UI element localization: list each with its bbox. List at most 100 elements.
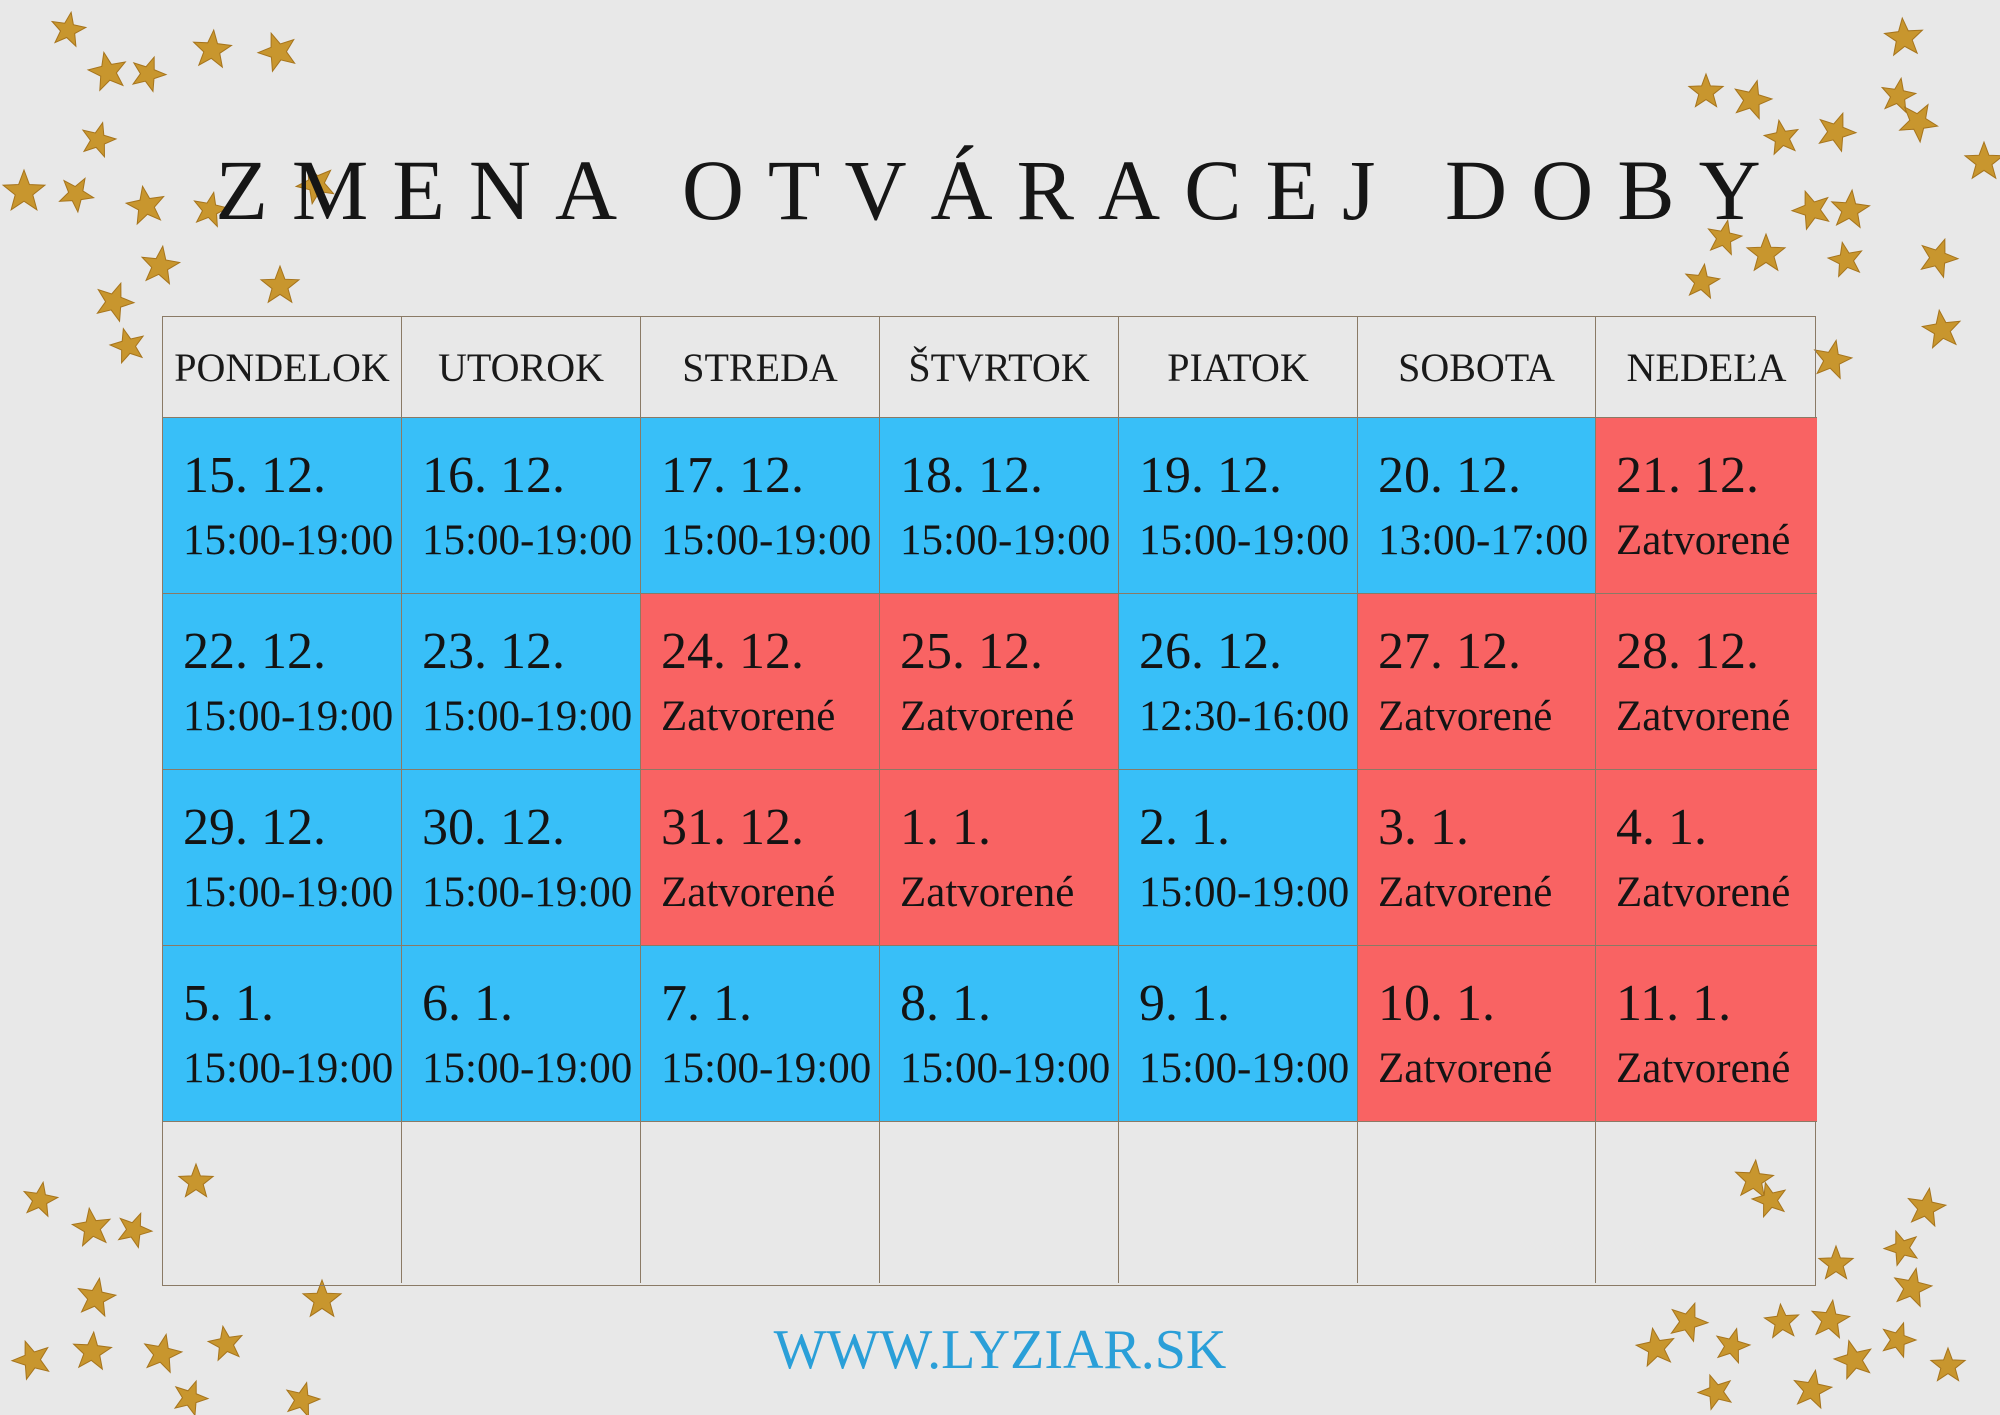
cell-date: 19. 12. bbox=[1139, 447, 1282, 504]
gold-star-icon bbox=[259, 264, 301, 304]
day-cell-open: 9. 1. 15:00-19:00 bbox=[1119, 946, 1358, 1122]
cell-date: 27. 12. bbox=[1378, 623, 1521, 680]
cell-opening-hours: 15:00-19:00 bbox=[422, 1045, 633, 1092]
page-title: ZMENA OTVÁRACEJ DOBY bbox=[215, 142, 1785, 238]
gold-star-icon bbox=[1818, 111, 1858, 153]
day-cell-closed: 21. 12. Zatvorené bbox=[1596, 418, 1817, 594]
day-cell-open: 16. 12. 15:00-19:00 bbox=[402, 418, 641, 594]
cell-date: 25. 12. bbox=[900, 623, 1043, 680]
cell-date: 15. 12. bbox=[183, 447, 326, 504]
day-cell-open: 8. 1. 15:00-19:00 bbox=[880, 946, 1119, 1122]
gold-star-icon bbox=[1707, 218, 1744, 256]
gold-star-icon bbox=[1793, 1368, 1834, 1410]
gold-star-icon bbox=[108, 327, 145, 365]
cell-closed-label: Zatvorené bbox=[900, 693, 1075, 740]
day-cell-closed: 4. 1. Zatvorené bbox=[1596, 770, 1817, 946]
cell-date: 18. 12. bbox=[900, 447, 1043, 504]
cell-date: 4. 1. bbox=[1616, 799, 1707, 856]
day-cell-open: 30. 12. 15:00-19:00 bbox=[402, 770, 641, 946]
day-cell-closed: 24. 12. Zatvorené bbox=[641, 594, 880, 770]
gold-star-icon bbox=[50, 10, 88, 48]
gold-star-icon bbox=[1790, 189, 1830, 231]
cell-date: 7. 1. bbox=[661, 975, 752, 1032]
gold-star-icon bbox=[1634, 1326, 1675, 1368]
cell-opening-hours: 13:00-17:00 bbox=[1378, 517, 1589, 564]
cell-closed-label: Zatvorené bbox=[661, 693, 836, 740]
cell-date: 3. 1. bbox=[1378, 799, 1469, 856]
cell-opening-hours: 15:00-19:00 bbox=[661, 1045, 872, 1092]
gold-star-icon bbox=[1898, 103, 1939, 144]
gold-star-icon bbox=[1882, 1321, 1918, 1359]
gold-star-icon bbox=[1883, 16, 1924, 57]
day-cell-open: 26. 12. 12:30-16:00 bbox=[1119, 594, 1358, 770]
gold-star-icon bbox=[1734, 79, 1774, 121]
cell-date: 8. 1. bbox=[900, 975, 991, 1032]
day-cell-closed: 3. 1. Zatvorené bbox=[1358, 770, 1596, 946]
gold-star-icon bbox=[10, 1339, 50, 1381]
day-cell-open: 6. 1. 15:00-19:00 bbox=[402, 946, 641, 1122]
cell-opening-hours: 15:00-19:00 bbox=[183, 517, 394, 564]
gold-star-icon bbox=[177, 1162, 215, 1198]
day-cell-closed: 28. 12. Zatvorené bbox=[1596, 594, 1817, 770]
cell-opening-hours: 15:00-19:00 bbox=[183, 1045, 394, 1092]
cell-opening-hours: 15:00-19:00 bbox=[1139, 1045, 1350, 1092]
cell-date: 16. 12. bbox=[422, 447, 565, 504]
gold-star-icon bbox=[1920, 308, 1962, 349]
cell-date: 5. 1. bbox=[183, 975, 274, 1032]
gold-star-icon bbox=[81, 121, 118, 159]
day-cell-open: 20. 12. 13:00-17:00 bbox=[1358, 418, 1596, 594]
cell-opening-hours: 15:00-19:00 bbox=[422, 869, 633, 916]
gold-star-icon bbox=[1810, 1298, 1852, 1339]
gold-star-icon bbox=[1670, 1301, 1710, 1343]
cell-opening-hours: 15:00-19:00 bbox=[1139, 517, 1350, 564]
gold-star-icon bbox=[1687, 72, 1725, 108]
cell-opening-hours: 15:00-19:00 bbox=[900, 517, 1111, 564]
gold-star-icon bbox=[206, 1324, 244, 1362]
cell-opening-hours: 15:00-19:00 bbox=[661, 517, 872, 564]
cell-opening-hours: 15:00-19:00 bbox=[183, 693, 394, 740]
cell-date: 20. 12. bbox=[1378, 447, 1521, 504]
gold-star-icon bbox=[1, 168, 47, 211]
cell-closed-label: Zatvorené bbox=[1616, 1045, 1791, 1092]
gold-star-icon bbox=[124, 184, 165, 226]
gold-star-icon bbox=[72, 1330, 113, 1371]
website-link[interactable]: WWW.LYZIAR.SK bbox=[773, 1319, 1227, 1381]
cell-opening-hours: 15:00-19:00 bbox=[422, 517, 633, 564]
day-header: PONDELOK bbox=[163, 317, 402, 418]
day-cell-closed: 11. 1. Zatvorené bbox=[1596, 946, 1817, 1122]
day-cell-open: 22. 12. 15:00-19:00 bbox=[163, 594, 402, 770]
cell-date: 22. 12. bbox=[183, 623, 326, 680]
day-cell-open: 19. 12. 15:00-19:00 bbox=[1119, 418, 1358, 594]
gold-star-icon bbox=[86, 51, 127, 92]
gold-star-icon bbox=[1762, 118, 1800, 156]
day-header: STREDA bbox=[641, 317, 880, 418]
gold-star-icon bbox=[1750, 1181, 1787, 1219]
cell-date: 31. 12. bbox=[661, 799, 804, 856]
empty-cell bbox=[880, 1122, 1119, 1283]
day-cell-open: 2. 1. 15:00-19:00 bbox=[1119, 770, 1358, 946]
day-cell-closed: 10. 1. Zatvorené bbox=[1358, 946, 1596, 1122]
gold-star-icon bbox=[117, 1211, 154, 1249]
gold-star-icon bbox=[140, 244, 182, 285]
cell-date: 1. 1. bbox=[900, 799, 991, 856]
cell-date: 2. 1. bbox=[1139, 799, 1230, 856]
cell-closed-label: Zatvorené bbox=[1378, 693, 1553, 740]
day-header: SOBOTA bbox=[1358, 317, 1596, 418]
cell-closed-label: Zatvorené bbox=[1616, 517, 1791, 564]
cell-date: 23. 12. bbox=[422, 623, 565, 680]
cell-date: 17. 12. bbox=[661, 447, 804, 504]
day-cell-open: 5. 1. 15:00-19:00 bbox=[163, 946, 402, 1122]
cell-date: 26. 12. bbox=[1139, 623, 1282, 680]
day-cell-open: 23. 12. 15:00-19:00 bbox=[402, 594, 641, 770]
gold-star-icon bbox=[1907, 1186, 1948, 1228]
gold-star-icon bbox=[1817, 1244, 1855, 1280]
gold-star-icon bbox=[1882, 1229, 1919, 1267]
cell-opening-hours: 12:30-16:00 bbox=[1139, 693, 1350, 740]
empty-cell bbox=[1358, 1122, 1596, 1283]
cell-opening-hours: 15:00-19:00 bbox=[422, 693, 633, 740]
day-cell-open: 17. 12. 15:00-19:00 bbox=[641, 418, 880, 594]
cell-closed-label: Zatvorené bbox=[1616, 869, 1791, 916]
cell-date: 9. 1. bbox=[1139, 975, 1230, 1032]
gold-star-icon bbox=[70, 1206, 112, 1247]
cell-date: 29. 12. bbox=[183, 799, 326, 856]
